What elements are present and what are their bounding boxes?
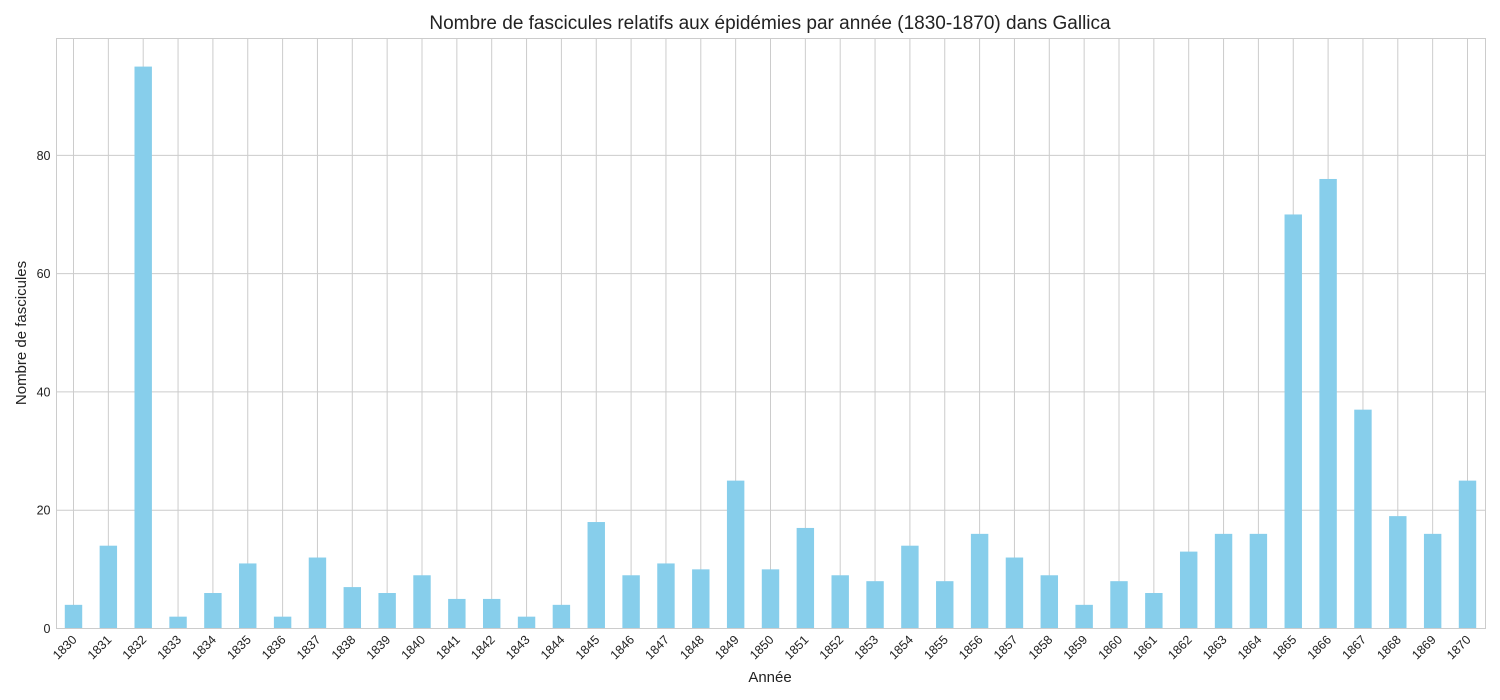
- x-tick-label: 1860: [1096, 633, 1126, 663]
- x-tick-label: 1832: [120, 633, 150, 663]
- y-tick-label: 40: [37, 385, 51, 399]
- bar-1847: [657, 563, 675, 629]
- x-tick-label: 1842: [468, 633, 498, 663]
- x-tick-label: 1843: [503, 633, 533, 663]
- x-tick-label: 1854: [886, 633, 916, 663]
- bar-1841: [448, 598, 466, 629]
- x-tick-label: 1861: [1130, 633, 1160, 663]
- bar-1864: [1249, 533, 1268, 629]
- bar-1835: [239, 563, 257, 629]
- y-tick-label: 80: [37, 149, 51, 163]
- x-tick-label: 1844: [538, 633, 568, 663]
- x-tick-label: 1859: [1061, 633, 1091, 663]
- x-tick-label: 1863: [1200, 633, 1230, 663]
- x-tick-label: 1862: [1165, 633, 1195, 663]
- bar-1868: [1389, 516, 1407, 629]
- x-tick-label: 1857: [991, 633, 1021, 663]
- bar-1848: [692, 569, 710, 629]
- x-tick-label: 1853: [852, 633, 882, 663]
- x-tick-label: 1840: [399, 633, 429, 663]
- bar-1830: [64, 604, 83, 629]
- bar-1863: [1214, 533, 1233, 629]
- x-axis-ticks: 1830 1831 1832 1833 1834 1835 1836 1837 1838 1839…: [50, 633, 1474, 663]
- x-tick-label: 1833: [155, 633, 185, 663]
- x-tick-label: 1867: [1340, 633, 1370, 663]
- x-tick-label: 1845: [573, 633, 603, 663]
- y-axis-label: Nombre de fascicules: [13, 261, 30, 405]
- y-tick-label: 0: [44, 622, 51, 636]
- bar-1845: [587, 522, 605, 629]
- x-tick-label: 1838: [329, 633, 359, 663]
- bar-1861: [1145, 593, 1163, 629]
- bar-1857: [1005, 557, 1024, 629]
- bar-1832: [134, 66, 152, 629]
- bar-1866: [1319, 178, 1337, 629]
- x-axis-label: Année: [748, 669, 791, 686]
- bar-1860: [1110, 581, 1128, 629]
- x-tick-label: 1868: [1374, 633, 1404, 663]
- x-tick-label: 1870: [1444, 633, 1474, 663]
- bar-1851: [796, 527, 815, 629]
- x-tick-label: 1846: [608, 633, 638, 663]
- bar-1831: [99, 545, 118, 629]
- x-tick-label: 1850: [747, 633, 777, 663]
- x-tick-label: 1836: [259, 633, 289, 663]
- x-tick-label: 1834: [189, 633, 219, 663]
- bar-1844: [552, 604, 571, 629]
- x-tick-label: 1864: [1235, 633, 1265, 663]
- bar-1859: [1075, 604, 1093, 629]
- bar-1849: [726, 480, 745, 629]
- x-tick-label: 1841: [433, 633, 463, 663]
- x-tick-label: 1866: [1305, 633, 1335, 663]
- x-tick-label: 1855: [921, 633, 951, 663]
- chart-title: Nombre de fascicules relatifs aux épidém…: [429, 13, 1111, 34]
- bar-1862: [1179, 551, 1198, 629]
- bar-1867: [1354, 409, 1372, 629]
- bar-1870: [1458, 480, 1477, 629]
- bars: [64, 66, 1477, 629]
- x-tick-label: 1852: [817, 633, 847, 663]
- x-tick-label: 1847: [643, 633, 673, 663]
- bar-1842: [482, 598, 501, 629]
- bar-1839: [378, 593, 396, 629]
- x-tick-label: 1837: [294, 633, 324, 663]
- bar-1840: [413, 575, 431, 629]
- bar-1838: [343, 587, 362, 629]
- y-tick-label: 20: [37, 504, 51, 518]
- bar-1843: [517, 616, 536, 629]
- y-tick-label: 60: [37, 267, 51, 281]
- bar-1858: [1040, 575, 1059, 629]
- bar-1833: [169, 616, 187, 629]
- x-tick-label: 1856: [956, 633, 986, 663]
- bar-1852: [831, 575, 849, 629]
- bar-1837: [308, 557, 327, 629]
- x-tick-label: 1858: [1026, 633, 1056, 663]
- bar-1854: [901, 545, 919, 629]
- bar-1855: [936, 581, 954, 629]
- x-tick-label: 1869: [1409, 633, 1439, 663]
- bar-1836: [273, 616, 292, 629]
- y-axis-ticks: 0 20 40 60 80: [37, 149, 51, 636]
- x-tick-label: 1849: [712, 633, 742, 663]
- x-tick-label: 1835: [224, 633, 254, 663]
- plot-frame: [56, 38, 1486, 629]
- x-tick-label: 1830: [50, 633, 80, 663]
- bar-1856: [970, 533, 989, 629]
- bar-1853: [866, 581, 884, 629]
- x-tick-label: 1831: [85, 633, 115, 663]
- x-tick-label: 1848: [677, 633, 707, 663]
- x-tick-label: 1865: [1270, 633, 1300, 663]
- bar-1850: [761, 569, 780, 629]
- x-tick-label: 1851: [782, 633, 812, 663]
- grid-lines: [56, 38, 1486, 629]
- bar-1865: [1284, 214, 1302, 629]
- bar-1834: [204, 593, 222, 629]
- bar-1869: [1423, 533, 1442, 629]
- bar-1846: [622, 575, 640, 629]
- x-tick-label: 1839: [364, 633, 394, 663]
